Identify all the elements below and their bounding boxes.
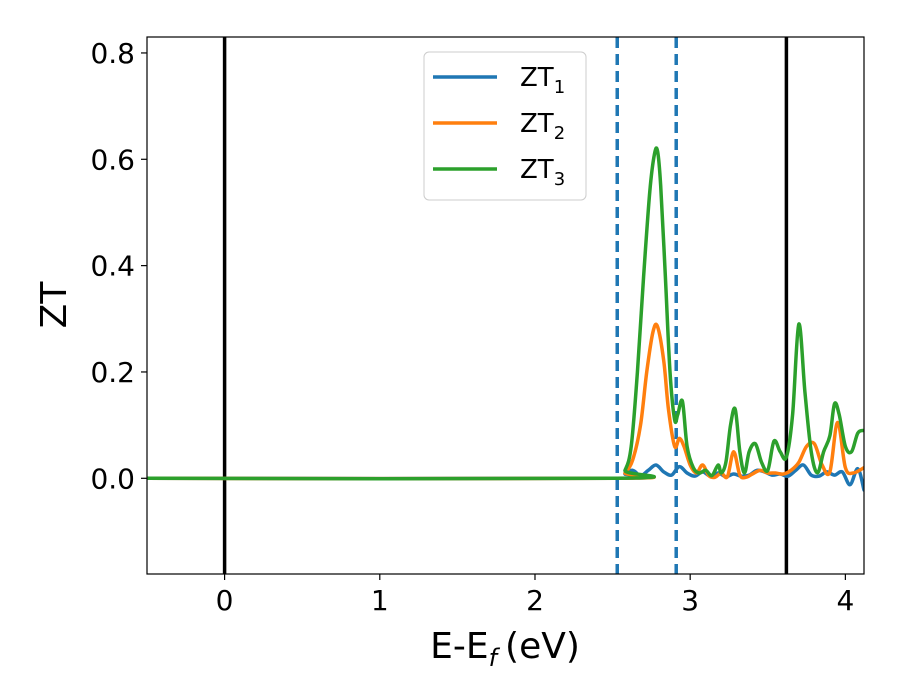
plot-frame <box>146 36 865 575</box>
legend-box <box>423 51 587 201</box>
series-line-zt2 <box>147 322 864 481</box>
y-tick-label: 0.0 <box>90 462 135 495</box>
x-tick-label: 4 <box>836 584 854 617</box>
y-tick-label: 0.8 <box>90 37 135 70</box>
legend-label-zt3: ZT3 <box>520 155 565 190</box>
y-tick-label: 0.4 <box>90 250 135 283</box>
x-tick-label: 1 <box>371 584 389 617</box>
x-tick-label: 3 <box>681 584 699 617</box>
x-tick-label: 0 <box>216 584 234 617</box>
legend-label-zt1: ZT1 <box>520 63 565 98</box>
legend-label-zt2: ZT2 <box>520 109 565 144</box>
x-axis-label-unit: (eV) <box>505 626 580 667</box>
x-tick-label: 2 <box>526 584 544 617</box>
y-tick-label: 0.2 <box>90 356 135 389</box>
x-axis-label-subscript: f <box>489 644 501 672</box>
legend: ZT1 ZT2 ZT3 <box>423 51 587 201</box>
y-tick-label: 0.6 <box>90 143 135 176</box>
x-axis-label: E-Ef (eV) <box>430 626 580 672</box>
series-line-zt3 <box>147 146 864 481</box>
y-axis-label: ZT <box>34 281 75 329</box>
